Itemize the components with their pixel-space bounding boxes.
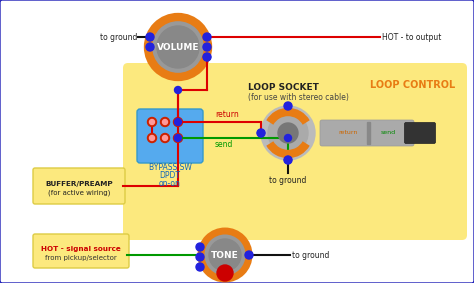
- Bar: [367, 122, 370, 144]
- Text: return: return: [338, 130, 358, 136]
- Text: LOOP SOCKET: LOOP SOCKET: [248, 83, 319, 92]
- FancyBboxPatch shape: [33, 234, 129, 268]
- Circle shape: [196, 243, 204, 251]
- Text: BUFFER/PREAMP: BUFFER/PREAMP: [45, 181, 113, 187]
- Circle shape: [284, 156, 292, 164]
- Circle shape: [175, 136, 181, 140]
- Text: return: return: [215, 110, 239, 119]
- Circle shape: [173, 134, 182, 143]
- Text: to ground: to ground: [292, 250, 329, 260]
- FancyBboxPatch shape: [404, 123, 436, 143]
- Text: (for active wiring): (for active wiring): [48, 190, 110, 196]
- Circle shape: [146, 33, 154, 41]
- Circle shape: [163, 136, 167, 140]
- Text: DPDT: DPDT: [159, 171, 181, 180]
- Text: from pickup/selector: from pickup/selector: [45, 255, 117, 261]
- Circle shape: [161, 117, 170, 127]
- Circle shape: [149, 136, 155, 140]
- Circle shape: [146, 43, 154, 51]
- Circle shape: [161, 134, 170, 143]
- Circle shape: [245, 251, 253, 259]
- Circle shape: [201, 231, 249, 279]
- Text: to ground: to ground: [269, 176, 307, 185]
- Circle shape: [257, 129, 265, 137]
- Circle shape: [268, 113, 308, 153]
- FancyBboxPatch shape: [123, 63, 467, 240]
- Text: to ground: to ground: [100, 33, 137, 42]
- Text: TONE: TONE: [211, 250, 239, 260]
- FancyBboxPatch shape: [33, 168, 125, 204]
- Circle shape: [217, 265, 233, 281]
- Circle shape: [147, 117, 156, 127]
- Text: VOLUME: VOLUME: [157, 42, 199, 52]
- Circle shape: [175, 119, 181, 125]
- Circle shape: [284, 156, 292, 164]
- Text: on-on: on-on: [159, 179, 181, 188]
- Circle shape: [196, 263, 204, 271]
- Circle shape: [203, 53, 211, 61]
- Circle shape: [163, 119, 167, 125]
- Text: LOOP CONTROL: LOOP CONTROL: [370, 80, 455, 90]
- Circle shape: [284, 134, 292, 142]
- Circle shape: [148, 17, 208, 77]
- Circle shape: [174, 119, 182, 125]
- Circle shape: [157, 26, 199, 68]
- FancyBboxPatch shape: [320, 120, 414, 146]
- Circle shape: [149, 119, 155, 125]
- Circle shape: [261, 106, 315, 160]
- Text: send: send: [381, 130, 396, 136]
- Text: HOT - to output: HOT - to output: [382, 33, 441, 42]
- Circle shape: [174, 87, 182, 93]
- Circle shape: [203, 33, 211, 41]
- Circle shape: [203, 53, 210, 61]
- FancyBboxPatch shape: [137, 109, 203, 163]
- Circle shape: [278, 123, 298, 143]
- Text: BYPASS SW: BYPASS SW: [148, 163, 191, 172]
- Circle shape: [257, 130, 264, 136]
- Circle shape: [209, 239, 241, 271]
- Text: HOT - signal source: HOT - signal source: [41, 246, 121, 252]
- Text: send: send: [215, 140, 233, 149]
- Circle shape: [284, 102, 292, 110]
- Circle shape: [174, 134, 182, 142]
- Circle shape: [203, 43, 211, 51]
- Circle shape: [173, 117, 182, 127]
- Text: (for use with stereo cable): (for use with stereo cable): [248, 93, 349, 102]
- Circle shape: [196, 253, 204, 261]
- Circle shape: [147, 134, 156, 143]
